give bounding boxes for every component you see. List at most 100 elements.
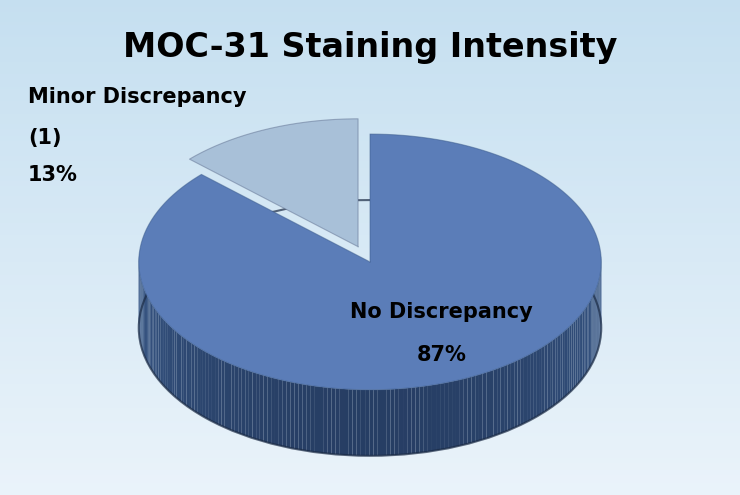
Polygon shape bbox=[560, 333, 562, 400]
Polygon shape bbox=[403, 388, 407, 454]
Bar bbox=[0, 196, 740, 198]
Bar bbox=[0, 213, 740, 215]
Bar bbox=[0, 30, 740, 32]
Polygon shape bbox=[514, 360, 517, 428]
Bar bbox=[0, 408, 740, 411]
Polygon shape bbox=[596, 286, 597, 353]
Bar bbox=[0, 84, 740, 87]
Bar bbox=[0, 171, 740, 173]
Polygon shape bbox=[235, 366, 238, 433]
Polygon shape bbox=[456, 380, 460, 446]
Bar bbox=[0, 344, 740, 346]
Bar bbox=[0, 82, 740, 84]
Bar bbox=[0, 191, 740, 193]
Text: (1): (1) bbox=[28, 128, 61, 148]
Bar bbox=[0, 351, 740, 354]
Bar bbox=[0, 220, 740, 223]
Bar bbox=[0, 443, 740, 446]
Bar bbox=[0, 480, 740, 483]
Bar bbox=[0, 148, 740, 151]
Bar bbox=[0, 67, 740, 69]
Bar bbox=[0, 356, 740, 359]
Polygon shape bbox=[249, 371, 252, 438]
Bar bbox=[0, 153, 740, 156]
Bar bbox=[0, 252, 740, 255]
Bar bbox=[0, 47, 740, 50]
Bar bbox=[0, 27, 740, 30]
Bar bbox=[0, 72, 740, 74]
Polygon shape bbox=[164, 320, 166, 388]
Polygon shape bbox=[340, 389, 344, 455]
Polygon shape bbox=[590, 299, 591, 367]
Polygon shape bbox=[279, 380, 283, 446]
Polygon shape bbox=[200, 348, 203, 416]
Polygon shape bbox=[168, 324, 170, 392]
Bar bbox=[0, 302, 740, 304]
Bar bbox=[0, 151, 740, 153]
Bar bbox=[0, 490, 740, 493]
Bar bbox=[0, 433, 740, 436]
Polygon shape bbox=[170, 326, 172, 394]
Bar bbox=[0, 391, 740, 394]
Bar bbox=[0, 448, 740, 450]
Bar bbox=[0, 77, 740, 79]
Polygon shape bbox=[275, 379, 279, 446]
Bar bbox=[0, 200, 740, 203]
Polygon shape bbox=[550, 340, 553, 408]
Bar bbox=[0, 262, 740, 265]
Bar bbox=[0, 240, 740, 243]
Polygon shape bbox=[582, 310, 585, 378]
Bar bbox=[0, 168, 740, 171]
Bar bbox=[0, 493, 740, 495]
Polygon shape bbox=[581, 312, 582, 380]
Text: No Discrepancy: No Discrepancy bbox=[351, 302, 534, 322]
Polygon shape bbox=[361, 390, 365, 456]
Bar bbox=[0, 2, 740, 5]
Bar bbox=[0, 398, 740, 401]
Bar bbox=[0, 52, 740, 54]
Polygon shape bbox=[218, 358, 221, 426]
Bar bbox=[0, 304, 740, 307]
Bar bbox=[0, 141, 740, 144]
Polygon shape bbox=[555, 337, 558, 404]
Bar bbox=[0, 228, 740, 230]
Polygon shape bbox=[267, 377, 271, 444]
Polygon shape bbox=[558, 335, 560, 402]
Bar bbox=[0, 450, 740, 453]
Bar bbox=[0, 176, 740, 178]
Bar bbox=[0, 322, 740, 324]
Polygon shape bbox=[147, 296, 148, 364]
Bar bbox=[0, 381, 740, 384]
Bar bbox=[0, 144, 740, 146]
Bar bbox=[0, 280, 740, 282]
Bar bbox=[0, 79, 740, 82]
Polygon shape bbox=[162, 318, 164, 386]
Bar bbox=[0, 126, 740, 129]
Polygon shape bbox=[490, 370, 494, 437]
Polygon shape bbox=[374, 390, 378, 456]
Bar bbox=[0, 394, 740, 396]
Bar bbox=[0, 364, 740, 366]
Bar bbox=[0, 483, 740, 485]
Polygon shape bbox=[203, 350, 206, 418]
Bar bbox=[0, 426, 740, 428]
Polygon shape bbox=[232, 364, 235, 432]
Polygon shape bbox=[407, 388, 411, 454]
Polygon shape bbox=[271, 378, 275, 445]
Bar bbox=[0, 309, 740, 312]
Polygon shape bbox=[548, 342, 550, 410]
Polygon shape bbox=[295, 383, 299, 449]
Bar bbox=[0, 89, 740, 92]
Bar bbox=[0, 428, 740, 431]
Text: 87%: 87% bbox=[417, 346, 467, 365]
Bar bbox=[0, 54, 740, 57]
Bar bbox=[0, 37, 740, 40]
Bar bbox=[0, 386, 740, 389]
Polygon shape bbox=[420, 386, 424, 453]
Bar bbox=[0, 74, 740, 77]
Polygon shape bbox=[197, 347, 200, 415]
Polygon shape bbox=[553, 339, 555, 406]
Bar bbox=[0, 215, 740, 218]
Polygon shape bbox=[569, 325, 571, 393]
Bar bbox=[0, 379, 740, 381]
